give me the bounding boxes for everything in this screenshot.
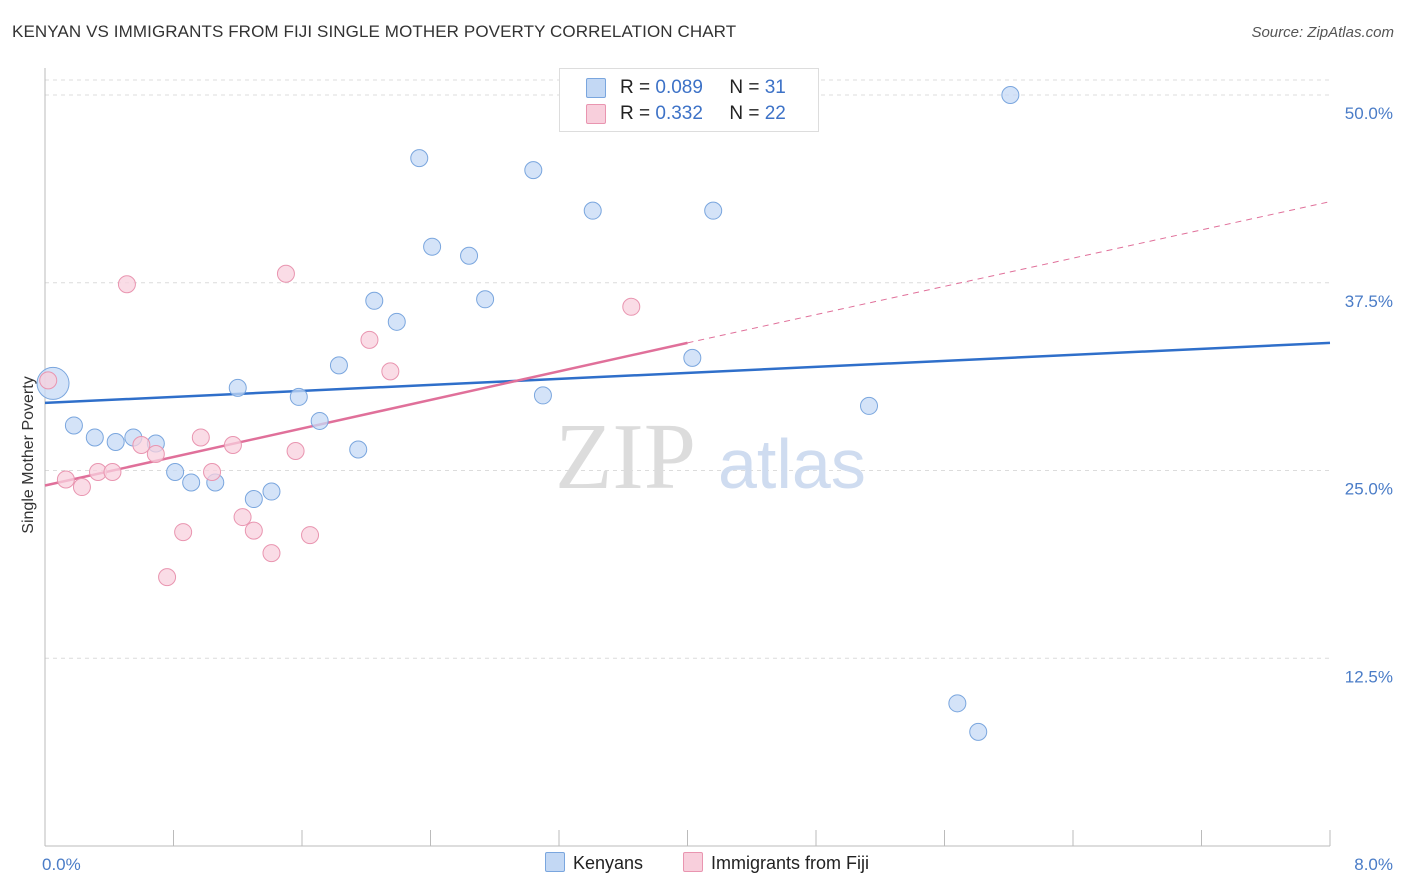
fiji-point: [56, 470, 75, 489]
legend-swatch-fiji: [586, 104, 606, 124]
kenyan-point: [244, 490, 263, 509]
legend-n-value: 22: [764, 103, 786, 124]
legend-r-label: R =: [620, 103, 651, 124]
legend-n-value: 31: [764, 77, 786, 98]
legend-r-label: R =: [620, 77, 651, 98]
kenyan-point: [387, 312, 406, 331]
kenyan-point: [106, 432, 125, 451]
kenyan-point: [85, 428, 104, 447]
fiji-point: [286, 441, 305, 460]
fiji-point: [276, 264, 295, 283]
correlation-legend: R = 0.089 N = 31 R = 0.332 N = 22: [559, 68, 819, 132]
fiji-point: [72, 478, 91, 497]
fiji-point: [223, 435, 242, 454]
bottom-legend-kenyans: Kenyans: [545, 852, 643, 874]
kenyan-point: [262, 482, 281, 501]
fiji-point: [191, 428, 210, 447]
fiji-point: [301, 526, 320, 545]
fiji-point: [146, 444, 165, 463]
fiji-point: [360, 330, 379, 349]
legend-n-label: N =: [729, 103, 760, 124]
kenyan-point: [289, 387, 308, 406]
kenyan-point: [310, 411, 329, 430]
axes: 0.0% 8.0%: [42, 68, 1393, 874]
bottom-legend-swatch-fiji: [683, 852, 703, 872]
fiji-point: [158, 568, 177, 587]
kenyan-point: [860, 396, 879, 415]
kenyan-point: [476, 290, 495, 309]
data-points: [36, 86, 1020, 741]
y-axis-label: Single Mother Poverty: [20, 376, 37, 533]
kenyan-trendline: [44, 341, 1331, 405]
fiji-point: [132, 435, 151, 454]
fiji-point: [117, 275, 136, 294]
kenyan-point: [365, 291, 384, 310]
fiji-point: [174, 523, 193, 542]
y-tick-label: 12.5%: [1345, 667, 1393, 686]
kenyan-point: [329, 356, 348, 375]
kenyan-point: [423, 237, 442, 256]
kenyan-point: [524, 161, 543, 180]
kenyan-point: [704, 201, 723, 220]
kenyan-point: [683, 348, 702, 367]
legend-n-label: N =: [729, 77, 760, 98]
kenyan-point: [583, 201, 602, 220]
legend-r-value: 0.089: [655, 77, 703, 98]
kenyan-point: [533, 386, 552, 405]
y-tick-label: 37.5%: [1345, 292, 1393, 311]
kenyan-point: [969, 722, 988, 741]
bottom-legend-label-fiji: Immigrants from Fiji: [711, 853, 870, 873]
kenyan-point: [349, 440, 368, 459]
watermark: ZIP atlas: [555, 405, 866, 509]
fiji-point: [103, 463, 122, 482]
kenyan-point: [166, 463, 185, 482]
fiji-point: [39, 371, 58, 390]
kenyan-point: [182, 473, 201, 492]
legend-swatch-kenyans: [586, 78, 606, 98]
kenyan-point: [64, 416, 83, 435]
kenyan-point: [228, 378, 247, 397]
legend-r-value: 0.332: [655, 103, 703, 124]
bottom-legend-fiji: Immigrants from Fiji: [683, 852, 869, 874]
x-tick-label: 8.0%: [1354, 855, 1393, 874]
y-tick-label: 50.0%: [1345, 104, 1393, 123]
fiji-trendline-extension: [687, 201, 1331, 344]
source-label: Source: ZipAtlas.com: [1251, 24, 1394, 41]
kenyan-point: [948, 694, 967, 713]
fiji-point: [233, 508, 252, 527]
fiji-point: [262, 544, 281, 563]
watermark-zip: ZIP: [555, 405, 696, 509]
watermark-atlas: atlas: [718, 425, 866, 503]
gridlines: 12.5% 25.0% 37.5% 50.0%: [45, 79, 1393, 686]
kenyan-point: [410, 149, 429, 168]
fiji-point: [622, 297, 641, 316]
y-tick-label: 25.0%: [1345, 480, 1393, 499]
bottom-legend-swatch-kenyans: [545, 852, 565, 872]
fiji-point: [244, 521, 263, 540]
x-tick-label: 0.0%: [42, 855, 81, 874]
kenyan-point: [460, 246, 479, 265]
fiji-point: [381, 362, 400, 381]
bottom-legend-label-kenyans: Kenyans: [573, 853, 644, 873]
chart-title: KENYAN VS IMMIGRANTS FROM FIJI SINGLE MO…: [12, 22, 737, 41]
kenyan-point: [1001, 86, 1020, 105]
fiji-point: [203, 463, 222, 482]
